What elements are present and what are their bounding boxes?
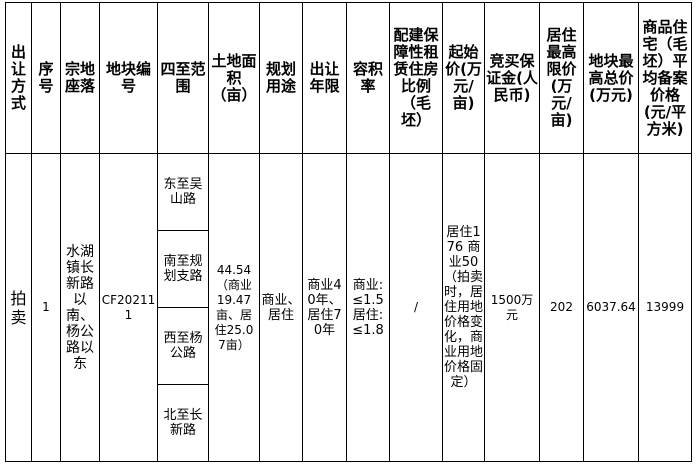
header-start-price: 起始价(万元/亩) (442, 2, 485, 154)
cell-deposit: 1500万元 (484, 153, 540, 462)
cell-boundary-east: 东至吴山路 (157, 153, 209, 231)
cell-term: 商业40年、居住70年 (302, 153, 347, 462)
header-area: 土地面积（亩） (208, 2, 260, 154)
cell-max-residential-price: 202 (539, 153, 584, 462)
land-auction-table: 出让方式 序号 宗地座落 地块编号 四至范围 土地面积（亩） 规划用途 出让年限… (5, 2, 692, 462)
header-deposit: 竞买保证金(人民币) (484, 2, 540, 154)
header-affordable-ratio: 配建保障性租赁住房比例（毛坯） (389, 2, 443, 154)
cell-max-total-price: 6037.64 (583, 153, 639, 462)
table-row: 拍卖 1 水湖镇长新路以南、杨公路以东 CF202111 东至吴山路 44.54… (5, 153, 692, 462)
cell-boundary-south: 南至规划支路 (157, 230, 209, 308)
cell-method: 拍卖 (5, 153, 32, 462)
header-boundaries: 四至范围 (157, 2, 209, 154)
header-far: 容积率 (346, 2, 390, 154)
cell-start-price: 居住176 商业50（拍卖时，居住用地价格变化，商业用地价格固定） (442, 153, 485, 462)
header-location: 宗地座落 (60, 2, 100, 154)
cell-avg-price: 13999 (638, 153, 692, 462)
cell-usage: 商业、居住 (259, 153, 303, 462)
cell-boundary-west: 西至杨公路 (157, 307, 209, 385)
header-index: 序号 (31, 2, 61, 154)
header-usage: 规划用途 (259, 2, 303, 154)
cell-location: 水湖镇长新路以南、杨公路以东 (60, 153, 100, 462)
cell-parcel-code: CF202111 (99, 153, 158, 462)
header-max-total-price: 地块最高总价(万元) (583, 2, 639, 154)
cell-boundary-north: 北至长新路 (157, 384, 209, 462)
header-row: 出让方式 序号 宗地座落 地块编号 四至范围 土地面积（亩） 规划用途 出让年限… (5, 2, 692, 154)
cell-affordable-ratio: / (389, 153, 443, 462)
header-parcel-code: 地块编号 (99, 2, 158, 154)
cell-index: 1 (31, 153, 61, 462)
header-avg-price: 商品住宅（毛坯）平均备案价格(元/平方米) (638, 2, 692, 154)
cell-area: 44.54（商业19.47亩、居住25.07亩） (208, 153, 260, 462)
header-term: 出让年限 (302, 2, 347, 154)
header-method: 出让方式 (5, 2, 32, 154)
header-max-residential-price: 居住最高限价(万元/亩) (539, 2, 584, 154)
cell-far: 商业:≤1.5 居住:≤1.8 (346, 153, 390, 462)
